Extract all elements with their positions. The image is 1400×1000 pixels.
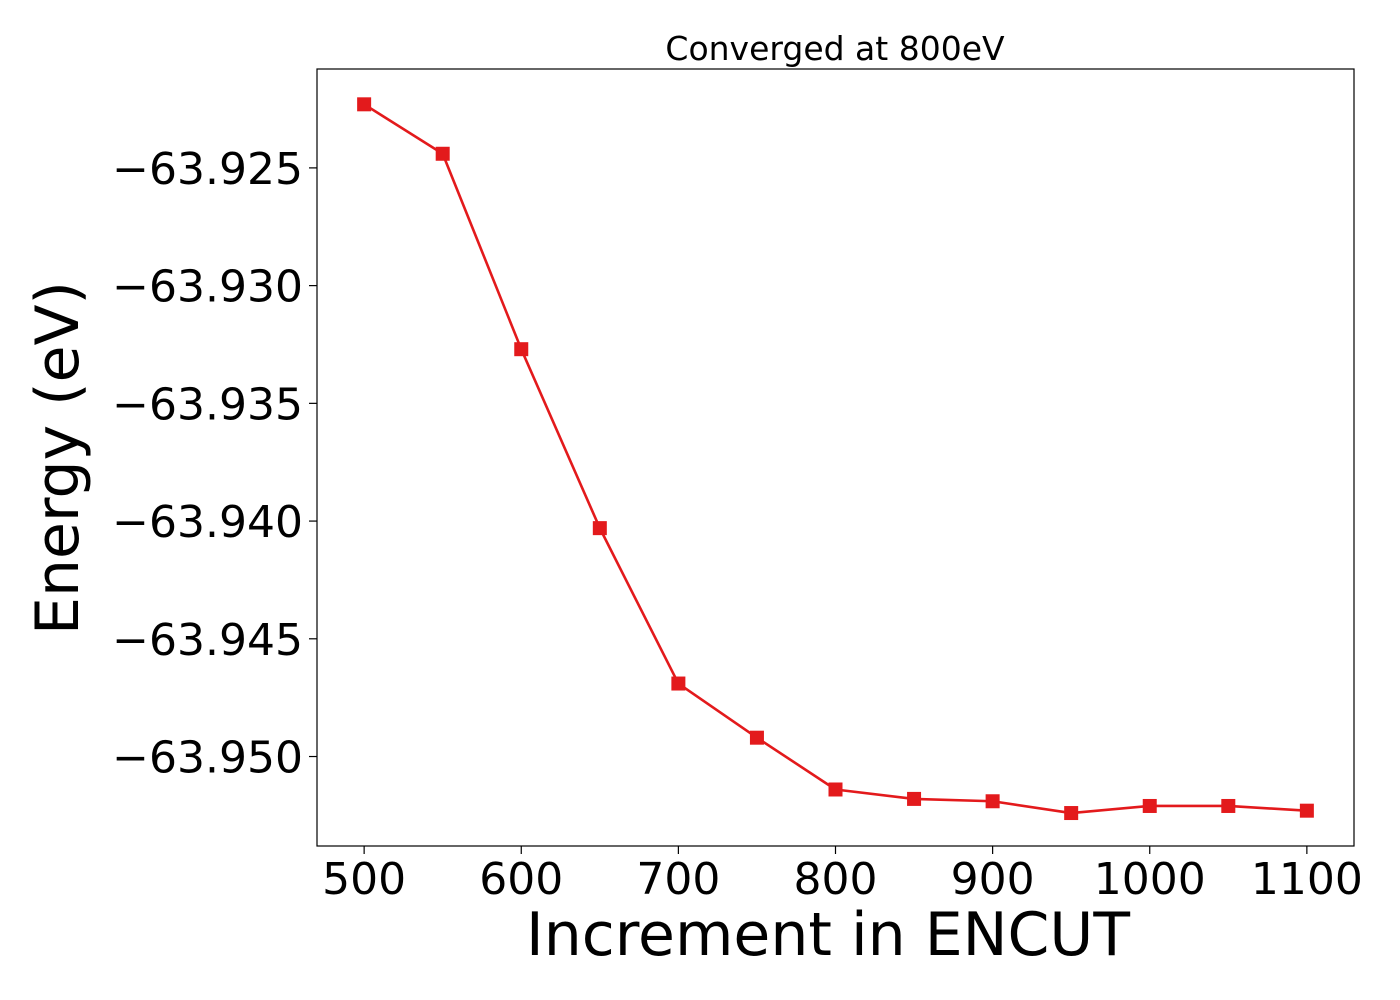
data-point [592,521,607,536]
x-axis-ticks: 500 600 700 800 900 1000 1100 [322,846,1363,905]
y-axis-title: Energy (eV) [23,281,93,635]
data-point [514,342,529,357]
y-tick-label: −63.930 [112,262,303,313]
data-point [749,730,764,745]
y-tick-label: −63.945 [112,615,303,666]
y-axis-ticks: −63.925 −63.930 −63.935 −63.940 −63.945 −63.9… [112,144,317,784]
x-tick-label: 600 [479,854,563,905]
data-point [1221,798,1236,813]
y-tick-label: −63.935 [112,379,303,430]
data-point [435,146,450,161]
data-point [1142,798,1157,813]
data-point [671,676,686,691]
y-tick-label: −63.950 [112,733,303,784]
x-tick-label: 1000 [1094,854,1206,905]
data-point [1299,803,1314,818]
x-tick-label: 1100 [1251,854,1363,905]
x-tick-label: 700 [636,854,720,905]
data-point [828,782,843,797]
y-tick-label: −63.940 [112,497,303,548]
data-point [357,97,372,112]
series-layer [357,97,1314,821]
data-point [1064,806,1079,821]
x-tick-label: 900 [951,854,1035,905]
plot-frame [316,68,1355,847]
x-tick-label: 800 [794,854,878,905]
x-tick-label: 500 [322,854,406,905]
data-point [985,794,1000,809]
data-point [907,791,922,806]
x-axis-title: Increment in ENCUT [526,900,1130,970]
chart-title: Converged at 800eV [665,29,1005,68]
y-tick-label: −63.925 [112,144,303,195]
